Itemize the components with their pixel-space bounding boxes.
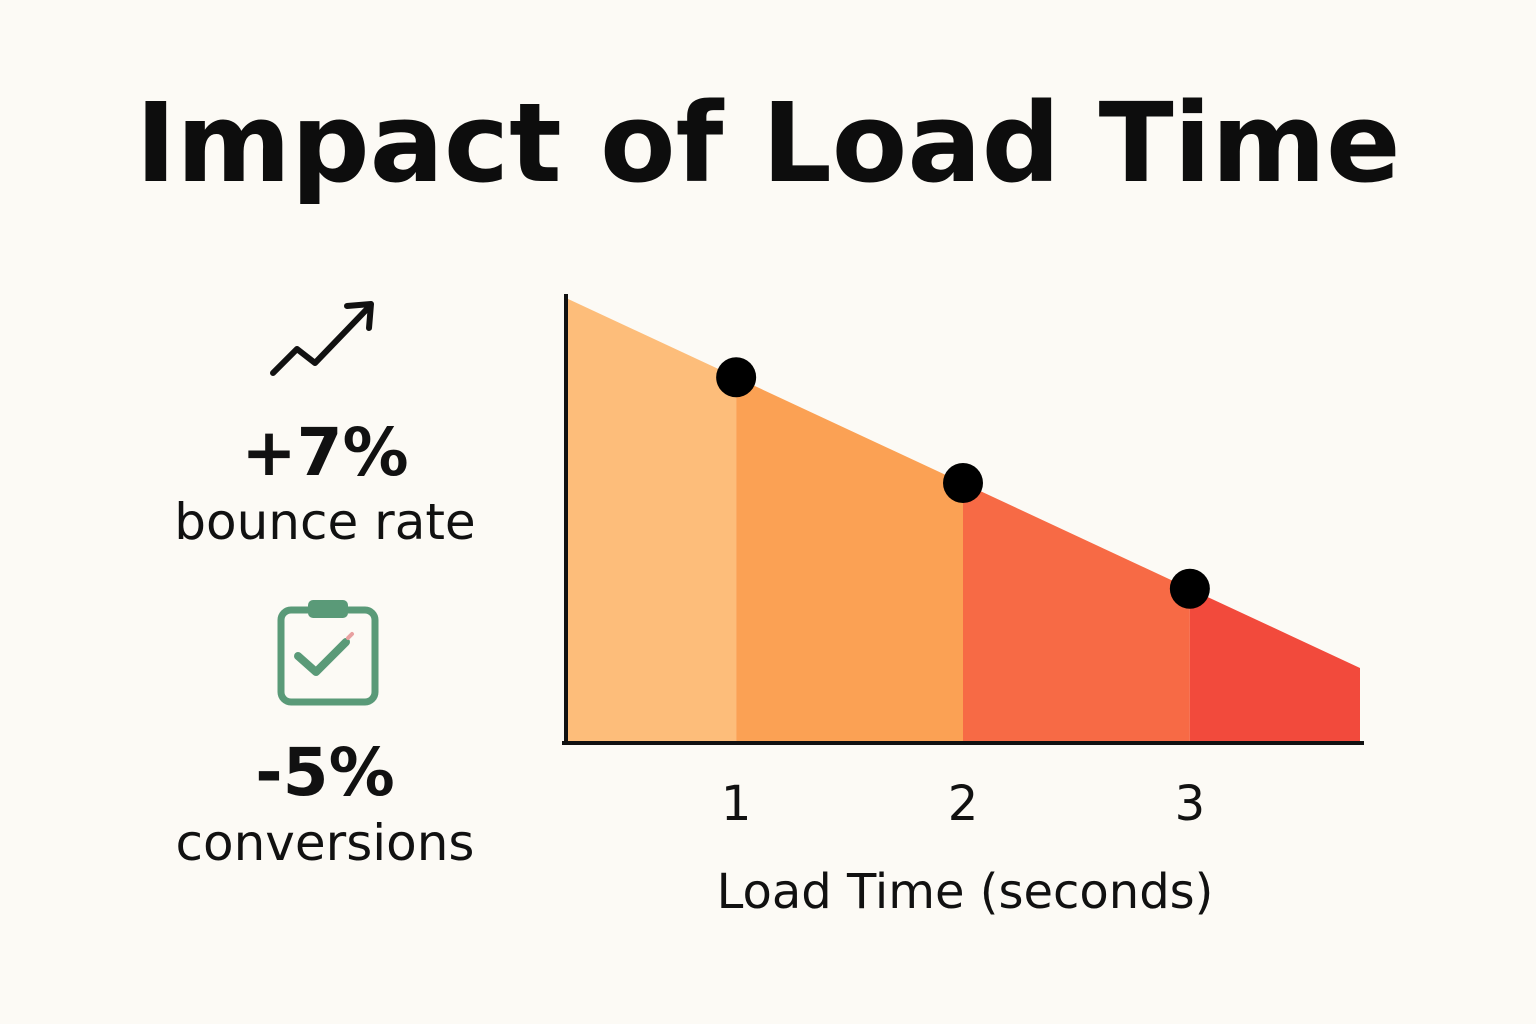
x-tick-label: 2	[948, 776, 979, 832]
load-time-chart: 1 2 3 Load Time (seconds)	[540, 280, 1400, 940]
area-segment	[1189, 588, 1360, 743]
conversions-value: -5%	[255, 734, 395, 811]
area-segment	[963, 483, 1190, 743]
trend-up-arrow-icon	[270, 301, 374, 376]
area-segment	[736, 377, 963, 743]
chart-svg: 1 2 3 Load Time (seconds)	[562, 294, 1364, 920]
bounce-rate-label: bounce rate	[174, 493, 476, 551]
data-point	[943, 463, 983, 503]
stats-panel: +7% bounce rate -5% conversions	[140, 280, 510, 900]
x-tick-label: 1	[721, 776, 752, 832]
data-point	[716, 357, 757, 398]
chart-title: Impact of Load Time	[135, 79, 1401, 207]
conversions-label: conversions	[175, 814, 475, 872]
bounce-rate-value: +7%	[241, 414, 409, 491]
x-tick-label: 3	[1175, 776, 1206, 832]
data-point	[1169, 568, 1210, 609]
area-segment	[566, 298, 737, 743]
clipboard-check-icon	[277, 600, 379, 706]
x-axis-label: Load Time (seconds)	[717, 864, 1214, 920]
